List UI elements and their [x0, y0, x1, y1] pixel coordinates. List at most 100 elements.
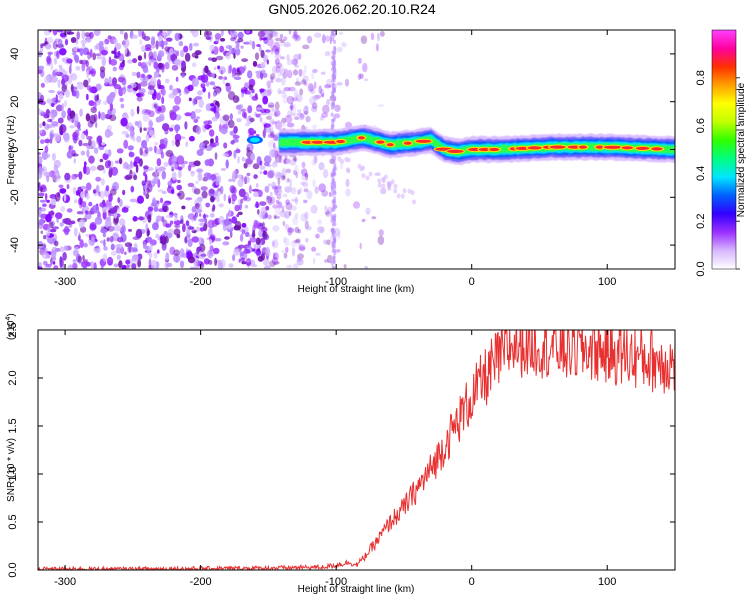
spectrogram-noise-speckle — [244, 204, 249, 209]
spectrogram-noise-speckle — [247, 105, 253, 114]
spectrogram-noise-speckle — [69, 65, 72, 75]
spectrogram-noise-speckle — [165, 78, 170, 84]
spectrogram-noise-speckle — [205, 36, 212, 40]
spectrogram-noise-speckle — [85, 210, 89, 215]
signal-hotspot-core — [311, 140, 325, 144]
spectrogram-noise-speckle — [285, 199, 290, 206]
spectrogram-noise-speckle — [80, 39, 87, 45]
spectrogram-noise-speckle — [92, 189, 97, 194]
spectrogram-noise-speckle — [181, 73, 185, 78]
spectrogram-noise-speckle — [138, 30, 142, 38]
colorbar-tick-label: 0.0 — [695, 261, 707, 276]
spectrogram-noise-speckle — [190, 170, 196, 175]
spectrogram-noise-speckle — [153, 145, 157, 154]
spectrogram-noise-speckle — [297, 253, 304, 259]
spectrogram-noise-speckle — [120, 246, 125, 255]
spectrogram-noise-speckle — [111, 77, 118, 86]
spectrogram-noise-speckle — [332, 30, 335, 33]
spectrogram-noise-speckle — [149, 76, 157, 86]
signal-hotspot-core — [578, 145, 588, 149]
spectrogram-noise-speckle — [81, 30, 86, 40]
spectrogram-noise-speckle — [298, 256, 301, 262]
spectrogram-noise-speckle — [161, 88, 166, 96]
spectrogram-x-tick-label: -100 — [325, 276, 347, 288]
signal-hotspot-core — [527, 146, 542, 150]
spectrogram-noise-speckle — [141, 30, 145, 37]
spectrogram-noise-speckle — [240, 108, 247, 112]
spectrogram-noise-speckle — [92, 52, 97, 61]
spectrogram-noise-speckle — [61, 78, 66, 86]
spectrogram-noise-speckle — [167, 180, 173, 187]
spectrogram-noise-speckle — [244, 122, 250, 127]
spectrogram-noise-speckle — [139, 215, 143, 221]
spectrogram-noise-speckle — [74, 120, 80, 128]
spectrogram-noise-speckle — [196, 168, 204, 173]
spectrogram-noise-speckle — [99, 66, 106, 73]
spectrogram-noise-speckle — [49, 228, 57, 233]
spectrogram-noise-speckle — [240, 45, 244, 49]
spectrogram-noise-speckle — [330, 123, 334, 128]
spectrogram-noise-speckle — [128, 243, 132, 253]
spectrogram-faint-tail — [387, 185, 392, 191]
spectrogram-noise-speckle — [40, 110, 44, 114]
spectrogram-noise-speckle — [261, 69, 266, 74]
spectrogram-noise-speckle — [147, 90, 153, 95]
spectrogram-noise-speckle — [165, 37, 173, 42]
spectrogram-noise-speckle — [252, 163, 260, 170]
spectrogram-noise-speckle — [125, 133, 130, 138]
spectrogram-noise-speckle — [175, 253, 179, 263]
spectrogram-noise-speckle — [293, 169, 297, 176]
spectrogram-noise-speckle — [238, 258, 241, 263]
spectrogram-noise-speckle — [293, 263, 299, 269]
spectrogram-noise-speckle — [132, 90, 137, 95]
spectrogram-noise-speckle — [262, 72, 268, 78]
spectrogram-noise-speckle — [243, 176, 251, 184]
spectrogram-noise-speckle — [40, 82, 46, 88]
spectrogram-noise-speckle — [69, 125, 75, 129]
spectrogram-noise-speckle — [274, 149, 279, 159]
spectrogram-noise-speckle — [288, 210, 292, 216]
spectrogram-noise-speckle — [44, 171, 51, 178]
spectrogram-noise-speckle — [38, 65, 45, 71]
spectrogram-noise-speckle — [156, 148, 161, 155]
spectrogram-noise-speckle — [331, 82, 335, 88]
spectrogram-noise-speckle — [148, 51, 154, 60]
spectrogram-noise-speckle — [279, 67, 286, 77]
spectrogram-noise-speckle — [79, 47, 84, 56]
spectrogram-noise-speckle — [121, 207, 129, 213]
spectrogram-noise-speckle — [79, 108, 83, 117]
spectrogram-noise-speckle — [134, 156, 141, 164]
spectrogram-noise-speckle — [238, 188, 246, 198]
spectrogram-noise-speckle — [275, 199, 280, 204]
spectrogram-noise-speckle — [300, 213, 308, 222]
spectrogram-noise-speckle — [269, 45, 276, 50]
spectrogram-noise-speckle — [145, 247, 151, 252]
spectrogram-noise-speckle — [114, 160, 120, 164]
spectrogram-noise-speckle — [144, 47, 152, 52]
spectrogram-noise-speckle — [318, 85, 323, 94]
spectrogram-noise-speckle — [105, 185, 110, 192]
spectrogram-y-tick-label: 20 — [9, 96, 21, 108]
spectrogram-noise-speckle — [277, 90, 286, 94]
spectrogram-noise-speckle — [51, 226, 60, 230]
spectrogram-noise-speckle — [271, 121, 278, 125]
spectrogram-noise-speckle — [181, 205, 186, 210]
spectrogram-noise-speckle — [46, 37, 54, 44]
spectrogram-noise-speckle — [102, 152, 109, 161]
spectrogram-noise-speckle — [100, 178, 105, 186]
snr-x-tick-label: -100 — [325, 576, 347, 588]
spectrogram-noise-speckle — [218, 75, 224, 80]
spectrogram-noise-speckle — [274, 261, 280, 265]
spectrogram-noise-speckle — [187, 84, 194, 92]
spectrogram-noise-speckle — [149, 252, 153, 259]
spectrogram-noise-speckle — [251, 188, 260, 192]
spectrogram-noise-speckle — [75, 190, 81, 196]
spectrogram-noise-speckle — [270, 76, 274, 84]
spectrogram-noise-speckle — [345, 178, 350, 188]
spectrogram-noise-speckle — [157, 189, 164, 193]
figure-title: GN05.2026.062.20.10.R24 — [268, 1, 436, 17]
spectrogram-noise-speckle — [357, 73, 361, 81]
spectrogram-x-tick-label: 0 — [469, 276, 475, 288]
spectrogram-noise-speckle — [265, 30, 270, 36]
spectrogram-noise-speckle — [194, 96, 203, 100]
